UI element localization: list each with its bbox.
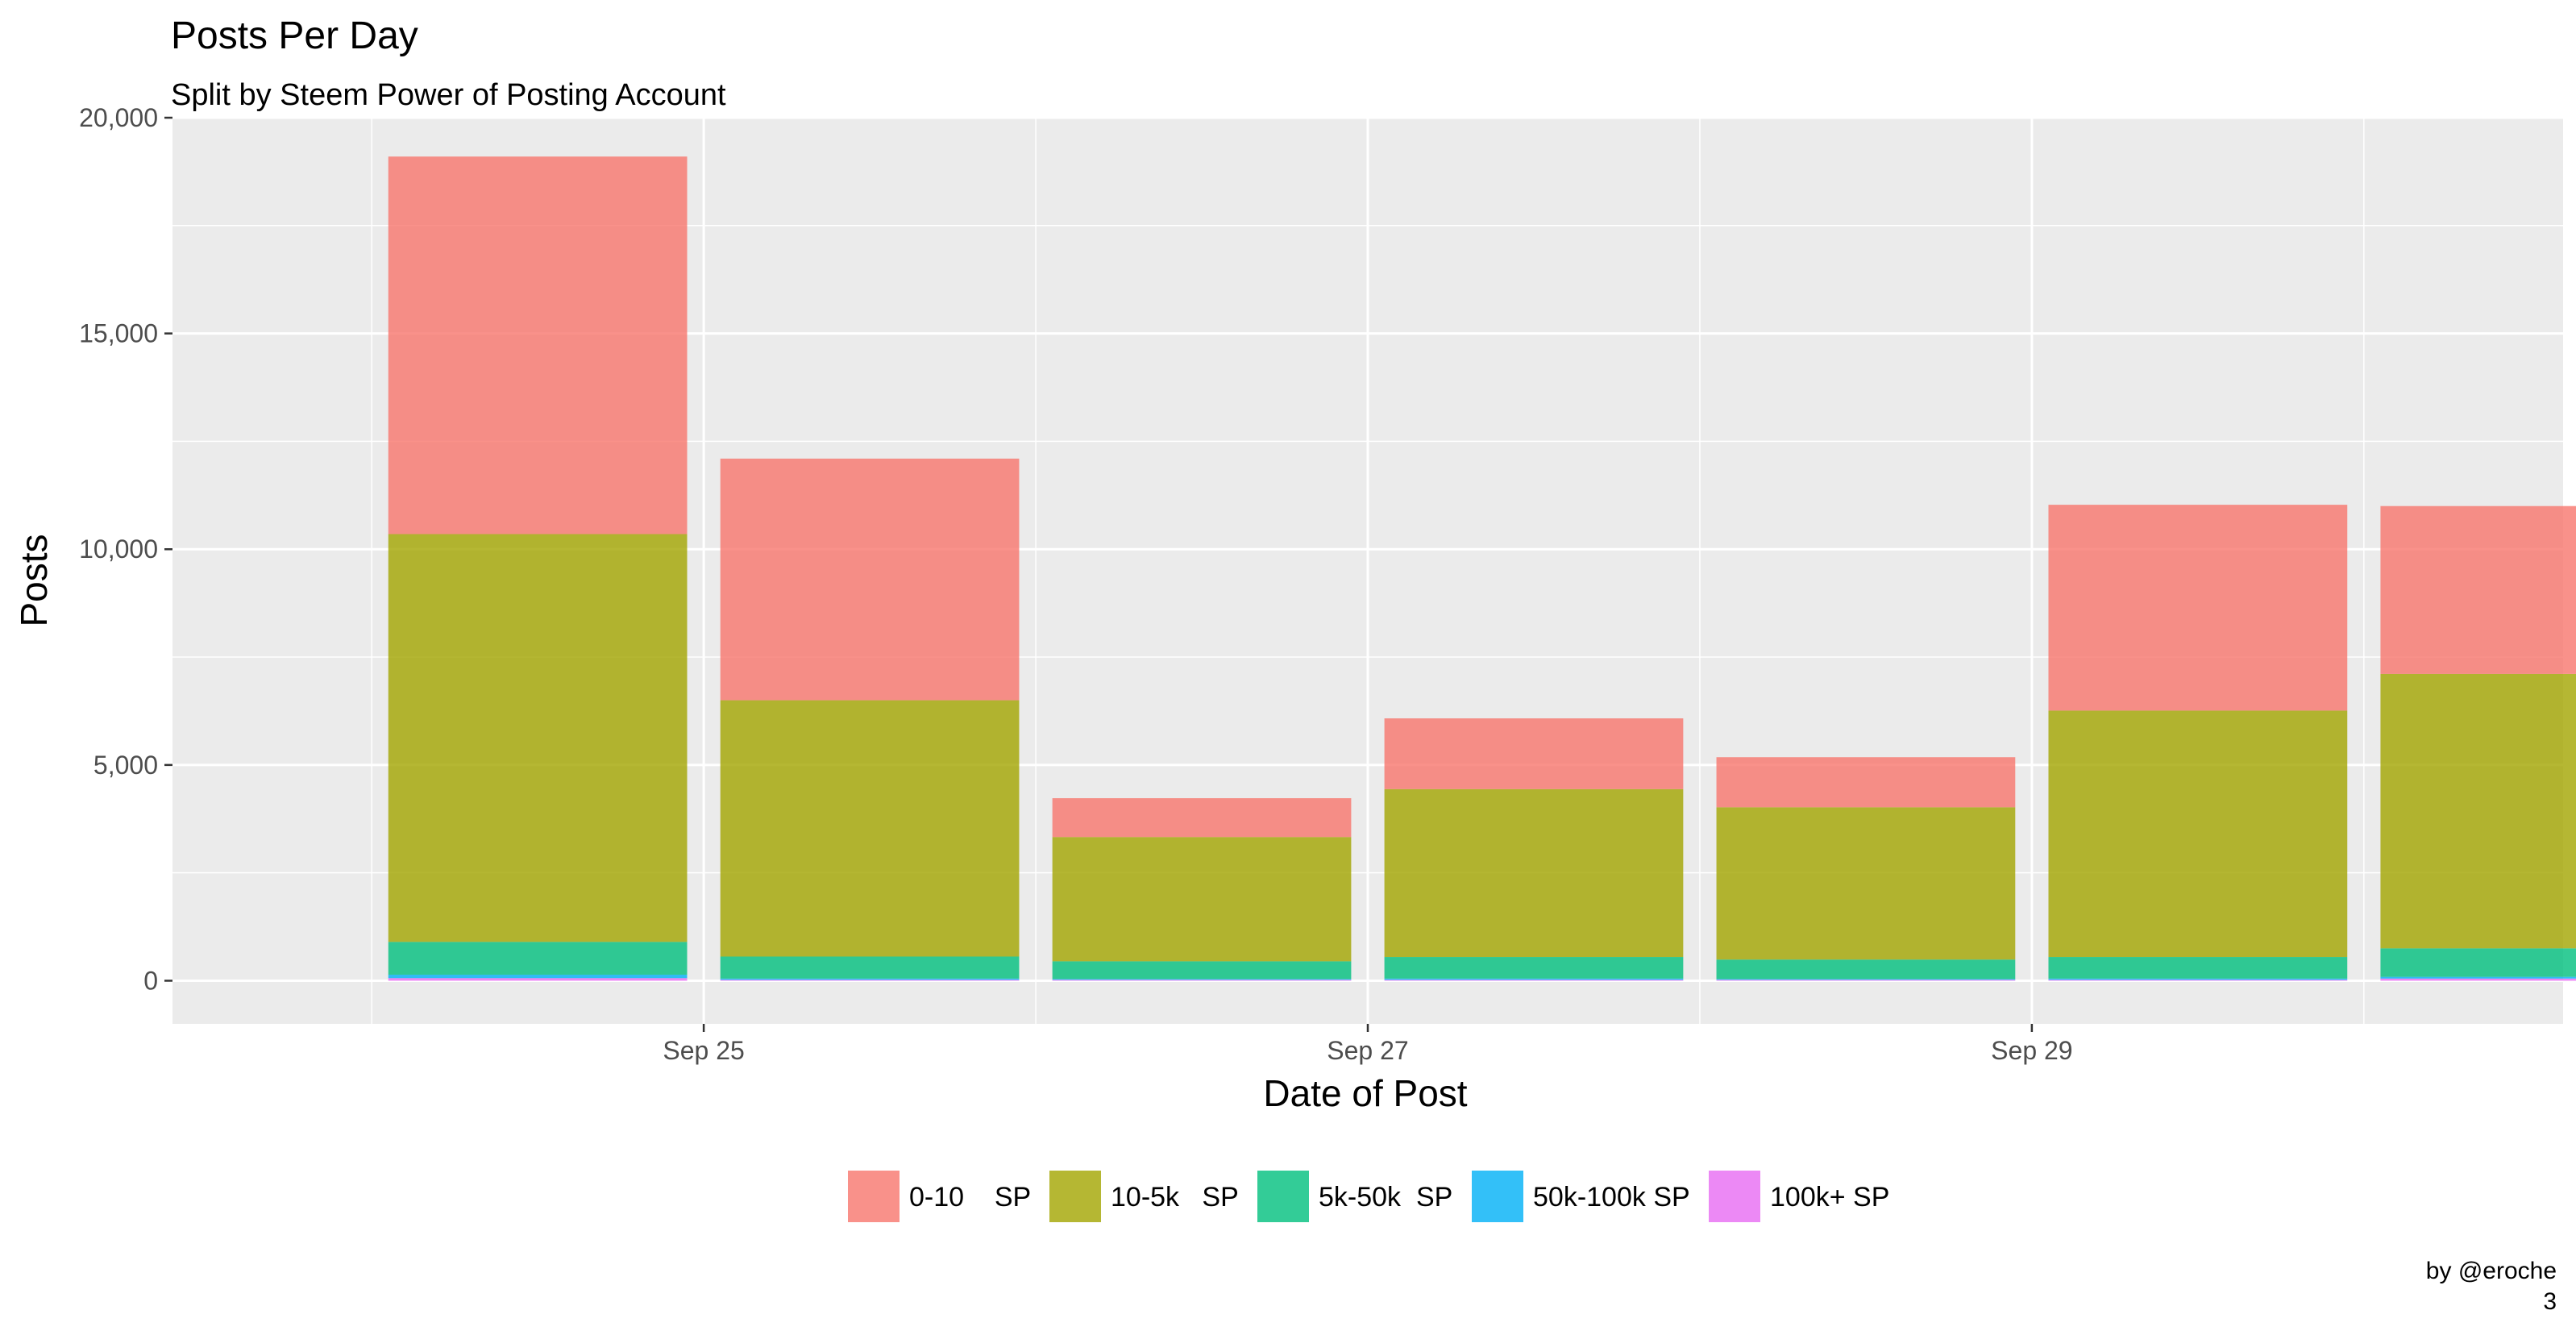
bar-segment: [720, 956, 1020, 979]
x-tick-label: Sep 29: [1991, 1036, 2072, 1065]
legend-item: 50k-100k SP: [1472, 1171, 1690, 1222]
bar-segment: [1384, 718, 1684, 789]
bar-segment: [720, 978, 1020, 980]
legend-item: 5k-50k SP: [1257, 1171, 1452, 1222]
legend-item: 10-5k SP: [1049, 1171, 1239, 1222]
x-tick-label: Sep 27: [1327, 1036, 1408, 1065]
bar-segment: [1716, 807, 2016, 960]
bar-segment: [388, 978, 688, 981]
legend-item: 100k+ SP: [1709, 1171, 1889, 1222]
bar-segment: [1384, 957, 1684, 979]
bar-segment: [388, 942, 688, 975]
legend-key: [848, 1171, 900, 1222]
bar-segment: [2380, 976, 2576, 979]
bar-segment: [2380, 505, 2576, 674]
y-tick-label: 15,000: [79, 319, 158, 348]
x-axis: Sep 25 Sep 27 Sep 29: [663, 1024, 2073, 1065]
bar-segment: [1052, 837, 1352, 962]
x-tick-label: Sep 25: [663, 1036, 744, 1065]
bar-segment: [1716, 757, 2016, 808]
bar-segment: [1716, 959, 2016, 980]
y-tick-label: 0: [143, 966, 158, 995]
bar-segment: [2048, 978, 2348, 980]
caption-page: 3: [2543, 1288, 2557, 1315]
bar-segment: [1716, 979, 2016, 980]
y-axis-title: Posts: [13, 534, 55, 626]
legend-key: [1049, 1171, 1101, 1222]
legend-key: [1257, 1171, 1309, 1222]
legend-label: 5k-50k SP: [1319, 1182, 1452, 1213]
chart-title: Posts Per Day: [171, 15, 418, 57]
bar-segment: [720, 458, 1020, 701]
bar-segment: [2380, 673, 2576, 949]
bar-segment: [1384, 788, 1684, 958]
legend-label: 100k+ SP: [1770, 1182, 1889, 1213]
legend-key: [1709, 1171, 1760, 1222]
legend-label: 0-10 SP: [909, 1182, 1031, 1213]
bar-segment: [388, 156, 688, 535]
bar-segment: [2048, 505, 2348, 711]
caption-author: by @eroche: [2426, 1258, 2557, 1284]
chart-subtitle: Split by Steem Power of Posting Account: [171, 78, 726, 112]
bar-segment: [1052, 798, 1352, 838]
legend-label: 10-5k SP: [1111, 1182, 1239, 1213]
bar-segment: [2048, 710, 2348, 958]
legend-key: [1472, 1171, 1523, 1222]
y-tick-label: 20,000: [79, 103, 158, 132]
legend-item: 0-10 SP: [848, 1171, 1031, 1222]
bar-segment: [388, 534, 688, 942]
bar-segment: [720, 700, 1020, 957]
y-axis: 0 5,000 10,000 15,000 20,000: [79, 103, 172, 995]
bar-segment: [2380, 948, 2576, 977]
y-tick-label: 5,000: [93, 751, 158, 780]
bar-segment: [388, 974, 688, 979]
bars: [388, 156, 2576, 981]
y-tick-label: 10,000: [79, 535, 158, 564]
bar-segment: [1384, 978, 1684, 980]
bar-segment: [2380, 978, 2576, 981]
legend-label: 50k-100k SP: [1533, 1182, 1690, 1213]
bar-segment: [2048, 957, 2348, 979]
bar-segment: [1052, 979, 1352, 980]
bar-segment: [1052, 961, 1352, 980]
legend: 0-10 SP 10-5k SP 5k-50k SP 50k-100k SP 100k+…: [848, 1171, 1889, 1222]
x-axis-title: Date of Post: [1263, 1072, 1467, 1114]
